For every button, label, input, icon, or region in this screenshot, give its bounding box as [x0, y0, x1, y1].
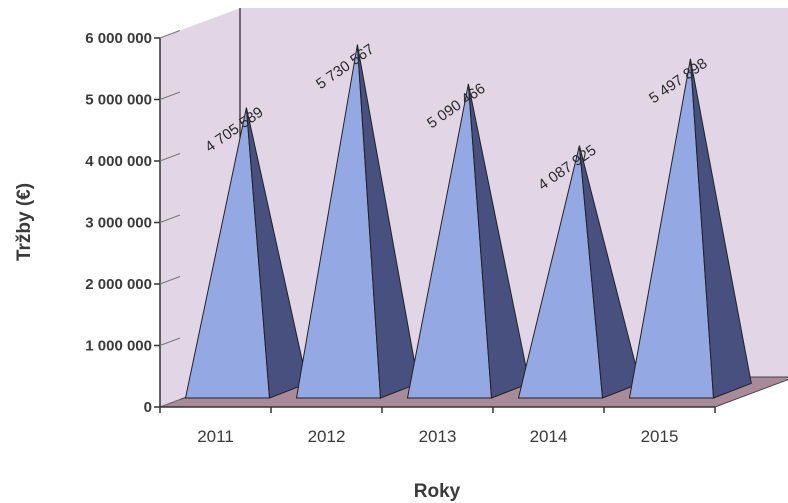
- pyramid-side-face: [689, 58, 752, 399]
- y-tick-label: 2 000 000: [85, 276, 152, 293]
- y-tick-label: 3 000 000: [85, 215, 152, 232]
- x-axis-title: Roky: [414, 481, 461, 502]
- y-axis-title: Tržby (€): [14, 183, 35, 261]
- x-tick-label: 2012: [308, 427, 346, 446]
- pyramid-bar: [184, 107, 308, 399]
- y-tick-depth: [159, 30, 181, 39]
- y-tick-label: 6 000 000: [85, 30, 152, 47]
- y-axis: 0 1 000 000 2 000 000 3 000 000 4 000 000 5 0…: [85, 30, 181, 416]
- x-axis: 2011 2012 2013 2014 2015: [159, 406, 716, 446]
- x-tick-label: 2013: [419, 427, 457, 446]
- pyramid-series: [184, 44, 752, 399]
- y-tick-depth: [159, 153, 181, 162]
- pyramid-side-face: [245, 107, 308, 399]
- x-tick-label: 2014: [530, 427, 568, 446]
- x-tick-label: 2011: [197, 427, 234, 446]
- y-tick-depth: [159, 399, 181, 408]
- y-tick-label: 0: [144, 399, 152, 416]
- y-tick-label: 4 000 000: [85, 153, 152, 170]
- y-tick-depth: [159, 276, 181, 285]
- x-tick-label: 2015: [641, 427, 679, 446]
- pyramid-side-face: [467, 83, 530, 399]
- pyramid-side-face: [578, 145, 641, 399]
- pyramid-side-face: [356, 44, 419, 399]
- y-tick-label: 1 000 000: [85, 338, 152, 355]
- pyramid-bar: [406, 83, 530, 399]
- y-tick-depth: [159, 214, 181, 223]
- pyramid-bar: [517, 145, 641, 399]
- y-tick-depth: [159, 337, 181, 346]
- pyramid-bar: [628, 58, 752, 399]
- y-tick-label: 5 000 000: [85, 92, 152, 109]
- y-tick-depth: [159, 91, 181, 100]
- pyramid-bar: [295, 44, 419, 399]
